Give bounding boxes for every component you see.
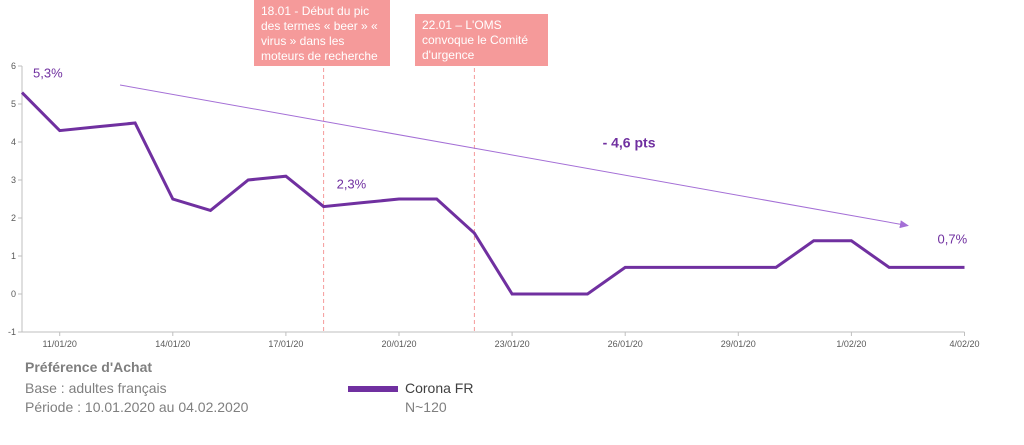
end-value-label: 0,7% (938, 231, 968, 246)
event-callout-18-01: 18.01 - Début du pic des termes « beer »… (254, 0, 390, 66)
chart-footer-title: Préférence d'Achat (25, 359, 153, 375)
y-tick-label: 4 (11, 137, 16, 147)
trend-label: - 4,6 pts (603, 135, 656, 151)
event-callout-22-01: 22.01 – L'OMS convoque le Comité d'urgen… (415, 14, 548, 66)
y-tick-label: -1 (8, 327, 16, 337)
line-chart: -1 0 1 2 3 4 5 6 11/01/20 14/01/20 17/01/20 20/01/2… (8, 61, 980, 349)
x-tick-label: 23/01/20 (495, 339, 530, 349)
x-tick-label: 29/01/20 (721, 339, 756, 349)
start-value-label: 5,3% (33, 66, 63, 81)
x-tick-label: 4/02/20 (949, 339, 979, 349)
y-tick-label: 2 (11, 213, 16, 223)
legend-sample-size: N~120 (405, 399, 447, 415)
chart-footer-period: Période : 10.01.2020 au 04.02.2020 (25, 399, 249, 415)
legend-series-name: Corona FR (405, 380, 474, 396)
series-line-corona-fr (20, 91, 965, 296)
y-tick-label: 6 (11, 61, 16, 71)
x-tick-label: 17/01/20 (268, 339, 303, 349)
y-tick-label: 5 (11, 99, 16, 109)
x-tick-label: 14/01/20 (155, 339, 190, 349)
chart-footer-base: Base : adultes français (25, 380, 167, 396)
x-tick-label: 11/01/20 (43, 339, 77, 349)
y-tick-label: 3 (11, 175, 16, 185)
x-tick-label: 20/01/20 (381, 339, 416, 349)
y-tick-label: 0 (11, 289, 16, 299)
mid-value-label: 2,3% (337, 177, 367, 192)
x-tick-label: 1/02/20 (836, 339, 866, 349)
x-tick-label: 26/01/20 (608, 339, 643, 349)
trend-arrow (119, 84, 909, 229)
y-tick-label: 1 (11, 251, 16, 261)
legend-swatch (348, 386, 398, 392)
